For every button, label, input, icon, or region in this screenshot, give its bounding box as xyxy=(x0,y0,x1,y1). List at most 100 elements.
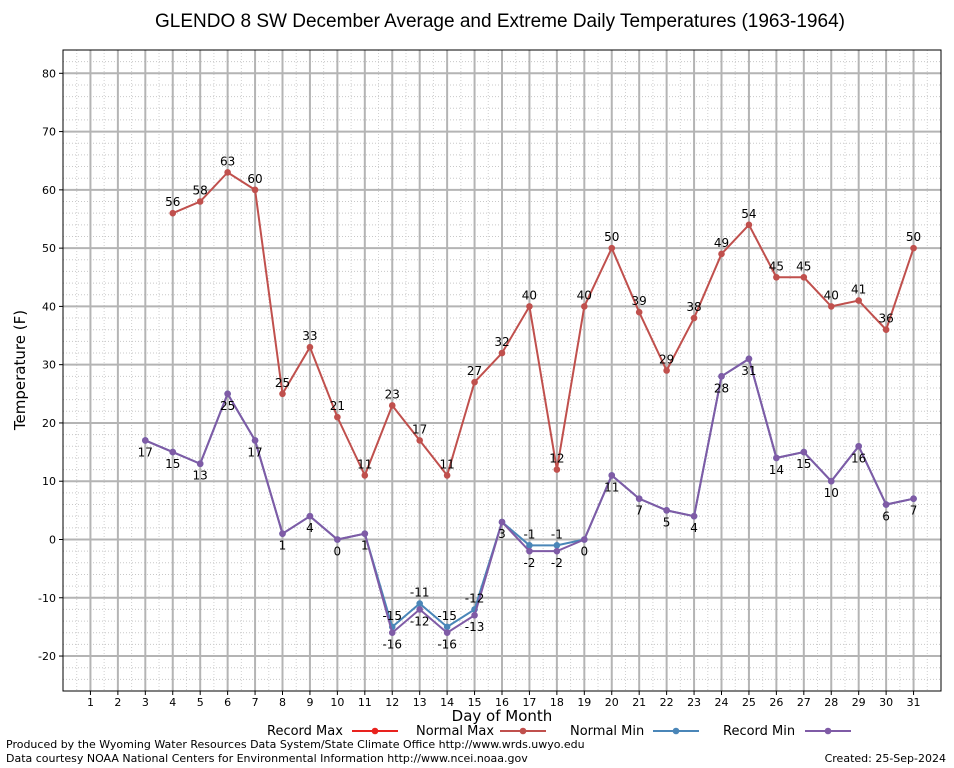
y-tick-label: 60 xyxy=(42,184,56,197)
y-tick-label: 80 xyxy=(42,67,56,80)
record-min-point xyxy=(910,495,917,503)
x-tick-label: 1 xyxy=(87,696,94,709)
normal-max-point xyxy=(224,169,231,176)
record-min-data-label: -2 xyxy=(523,556,535,570)
y-tick-label: 10 xyxy=(42,475,56,488)
footer-created-date: Created: 25-Sep-2024 xyxy=(824,752,946,765)
normal-max-point xyxy=(279,390,286,398)
normal-max-data-label: 33 xyxy=(302,329,317,343)
major-grid xyxy=(63,50,941,691)
record-min-point xyxy=(306,512,314,520)
x-tick-label: 23 xyxy=(687,696,701,709)
x-tick-label: 9 xyxy=(306,696,313,709)
y-tick-label: 40 xyxy=(42,300,56,313)
record-min-data-label: 4 xyxy=(690,521,698,535)
normal-max-point xyxy=(443,472,451,479)
record-min-data-label: 4 xyxy=(306,521,314,535)
normal-max-data-label: 21 xyxy=(330,399,345,413)
x-tick-label: 8 xyxy=(279,696,286,709)
normal-max-data-label: 40 xyxy=(522,288,537,302)
record-min-data-label: 17 xyxy=(138,445,153,459)
footer-data-source: Data courtesy NOAA National Centers for … xyxy=(6,752,528,765)
record-min-data-label: 11 xyxy=(604,480,619,494)
legend-marker-record-max xyxy=(371,727,379,735)
record-min-data-label: 5 xyxy=(663,515,671,529)
normal-max-data-label: 36 xyxy=(878,312,893,326)
normal-max-data-label: 54 xyxy=(741,207,756,221)
legend-marker-normal-min xyxy=(672,727,680,735)
record-min-data-label: 7 xyxy=(635,504,643,518)
series-layer xyxy=(142,169,917,637)
record-min-data-label: -16 xyxy=(437,638,457,652)
x-tick-label: 6 xyxy=(224,696,231,709)
normal-max-point xyxy=(800,273,808,281)
record-min-point xyxy=(553,547,561,555)
record-min-point xyxy=(581,536,588,543)
normal-max-data-label: 45 xyxy=(769,259,784,273)
data-labels: 5658636025332111231711273240124050392938… xyxy=(138,154,922,651)
x-tick-label: 15 xyxy=(468,696,482,709)
normal-max-point xyxy=(718,250,725,258)
record-min-point xyxy=(608,472,616,479)
normal-min-point xyxy=(553,542,561,549)
x-tick-label: 14 xyxy=(440,696,454,709)
normal-max-point xyxy=(773,273,780,281)
normal-max-point xyxy=(910,244,917,252)
x-tick-label: 30 xyxy=(879,696,893,709)
normal-min-data-label: -15 xyxy=(437,609,457,623)
y-axis-label: Temperature (F) xyxy=(11,310,29,431)
normal-max-data-label: 40 xyxy=(824,288,839,302)
x-tick-label: 11 xyxy=(358,696,372,709)
record-min-point xyxy=(526,547,533,555)
record-min-point xyxy=(334,536,341,543)
x-tick-label: 7 xyxy=(252,696,259,709)
normal-max-data-label: 23 xyxy=(385,387,400,401)
normal-min-data-label: -12 xyxy=(465,591,485,605)
normal-max-data-label: 39 xyxy=(632,294,647,308)
x-tick-label: 13 xyxy=(413,696,427,709)
legend-label-record-max: Record Max xyxy=(267,724,343,739)
x-tick-label: 31 xyxy=(907,696,921,709)
record-min-point xyxy=(142,437,149,444)
record-min-point xyxy=(882,501,890,508)
normal-max-point xyxy=(553,466,561,473)
record-min-point xyxy=(718,373,725,380)
normal-max-data-label: 12 xyxy=(549,452,564,466)
normal-min-data-label: -15 xyxy=(382,609,402,623)
y-tick-label: -10 xyxy=(38,592,56,605)
normal-max-data-label: 32 xyxy=(494,335,509,349)
normal-max-data-label: 56 xyxy=(165,195,180,209)
normal-max-data-label: 50 xyxy=(604,230,619,244)
record-min-point xyxy=(690,512,698,520)
record-min-point xyxy=(773,454,780,462)
normal-max-point xyxy=(882,326,890,334)
y-tick-label: 70 xyxy=(42,126,56,139)
record-min-point xyxy=(663,507,670,514)
normal-max-data-label: 11 xyxy=(439,457,454,471)
normal-min-data-label: -1 xyxy=(551,527,563,541)
normal-max-data-label: 17 xyxy=(412,422,427,436)
record-min-point xyxy=(498,518,506,526)
record-min-data-label: 31 xyxy=(741,364,756,378)
normal-max-point xyxy=(334,413,341,421)
normal-max-point xyxy=(581,303,588,310)
normal-max-point xyxy=(663,367,670,374)
record-min-point xyxy=(251,437,259,444)
normal-min-point xyxy=(443,623,451,631)
x-tick-label: 25 xyxy=(742,696,756,709)
x-tick-label: 17 xyxy=(522,696,536,709)
x-tick-label: 24 xyxy=(715,696,729,709)
x-tick-label: 18 xyxy=(550,696,564,709)
record-min-point xyxy=(745,355,753,363)
normal-max-data-label: 25 xyxy=(275,376,290,390)
chart-title: GLENDO 8 SW December Average and Extreme… xyxy=(155,11,845,32)
x-tick-label: 27 xyxy=(797,696,811,709)
x-tick-label: 19 xyxy=(577,696,591,709)
normal-max-point xyxy=(827,303,835,310)
x-tick-label: 22 xyxy=(660,696,674,709)
record-min-data-label: 1 xyxy=(361,539,369,553)
normal-max-data-label: 50 xyxy=(906,230,921,244)
record-min-point xyxy=(800,448,808,456)
